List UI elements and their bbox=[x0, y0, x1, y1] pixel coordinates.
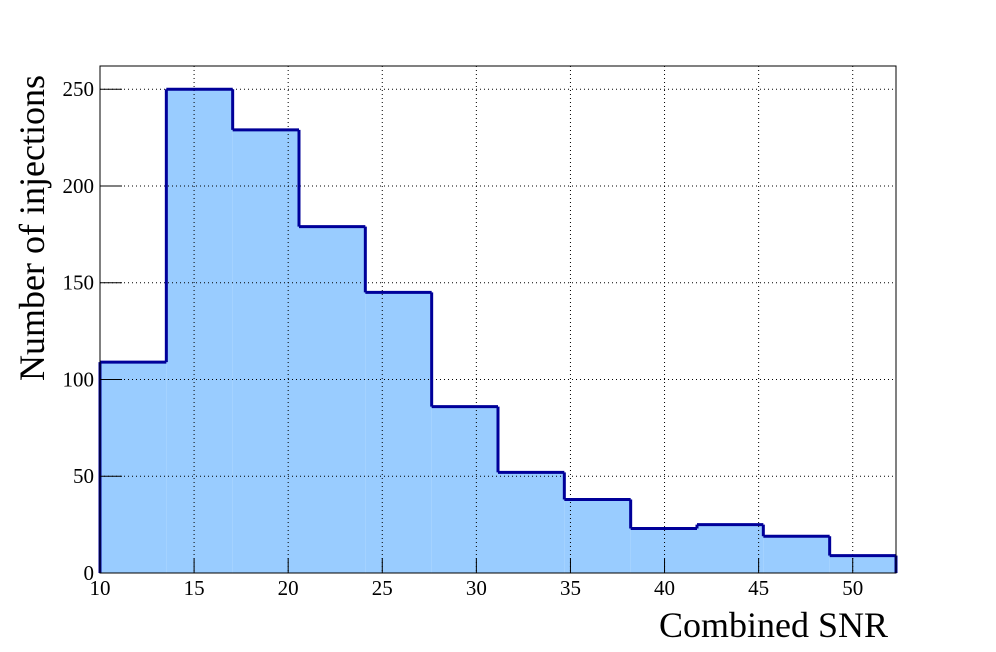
bar bbox=[829, 555, 896, 573]
bar bbox=[763, 536, 830, 573]
plot-frame bbox=[99, 65, 897, 574]
bar bbox=[498, 472, 565, 573]
y-tick-label: 200 bbox=[63, 174, 95, 198]
x-tick-label: 45 bbox=[748, 576, 769, 600]
x-tick-label: 25 bbox=[372, 576, 393, 600]
y-tick-label: 150 bbox=[63, 271, 95, 295]
bar bbox=[697, 524, 764, 573]
x-axis-title: Combined SNR bbox=[659, 605, 888, 645]
x-tick-label: 30 bbox=[466, 576, 487, 600]
y-axis-title: Number of injections bbox=[12, 75, 52, 381]
x-tick-label: 40 bbox=[654, 576, 675, 600]
bar bbox=[630, 528, 697, 573]
bar bbox=[232, 129, 299, 574]
bar bbox=[299, 226, 366, 573]
bar bbox=[431, 406, 498, 573]
x-tick-label: 15 bbox=[184, 576, 205, 600]
y-tick-label: 250 bbox=[63, 77, 95, 101]
y-tick-label: 0 bbox=[84, 561, 95, 585]
bar bbox=[166, 89, 233, 573]
y-tick-label: 100 bbox=[63, 367, 95, 391]
x-tick-label: 20 bbox=[278, 576, 299, 600]
y-tick-label: 50 bbox=[73, 464, 94, 488]
x-tick-label: 50 bbox=[842, 576, 863, 600]
bar bbox=[100, 362, 167, 573]
bar bbox=[564, 499, 631, 573]
bar bbox=[365, 292, 432, 573]
x-tick-label: 35 bbox=[560, 576, 581, 600]
x-tick-label: 10 bbox=[90, 576, 111, 600]
